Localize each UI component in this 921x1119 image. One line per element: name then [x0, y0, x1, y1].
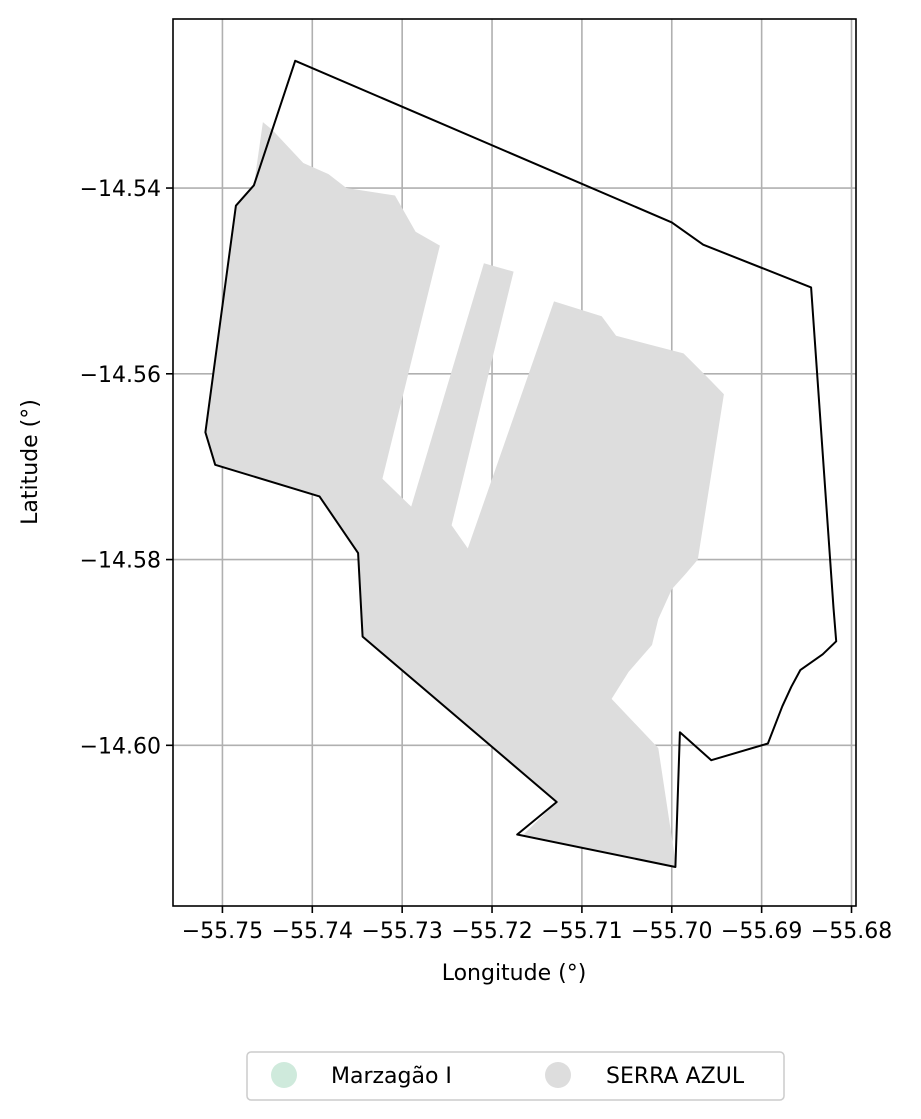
x-tick-label: −55.73	[361, 919, 442, 944]
polygons	[204, 59, 838, 868]
y-tick-label: −14.58	[80, 549, 161, 574]
y-tick-label: −14.56	[80, 363, 161, 388]
x-axis-title: Longitude (°)	[442, 961, 587, 986]
legend-frame	[246, 1051, 785, 1101]
region-serra-azul	[205, 122, 724, 868]
region-marzagao-i	[204, 59, 838, 868]
ticks: −55.75 −55.74 −55.73 −55.72 −55.71 −55.70 −55.…	[80, 177, 893, 944]
legend-label-marzagao: Marzagão I	[331, 1064, 452, 1089]
x-tick-label: −55.75	[182, 919, 263, 944]
y-tick-label: −14.54	[80, 177, 161, 202]
legend-marker-serra-azul	[545, 1062, 571, 1088]
plot-frame	[172, 18, 857, 907]
x-tick-label: −55.71	[541, 919, 622, 944]
y-axis-title: Latitude (°)	[18, 399, 43, 525]
legend-label-serra-azul: SERRA AZUL	[606, 1064, 745, 1089]
x-tick-label: −55.69	[721, 919, 802, 944]
legend: Marzagão I SERRA AZUL	[246, 1051, 785, 1101]
x-tick-label: −55.68	[811, 919, 892, 944]
y-tick-label: −14.60	[80, 734, 161, 759]
x-tick-label: −55.72	[451, 919, 532, 944]
x-tick-label: −55.74	[272, 919, 353, 944]
legend-marker-marzagao	[271, 1062, 297, 1088]
x-tick-label: −55.70	[631, 919, 712, 944]
